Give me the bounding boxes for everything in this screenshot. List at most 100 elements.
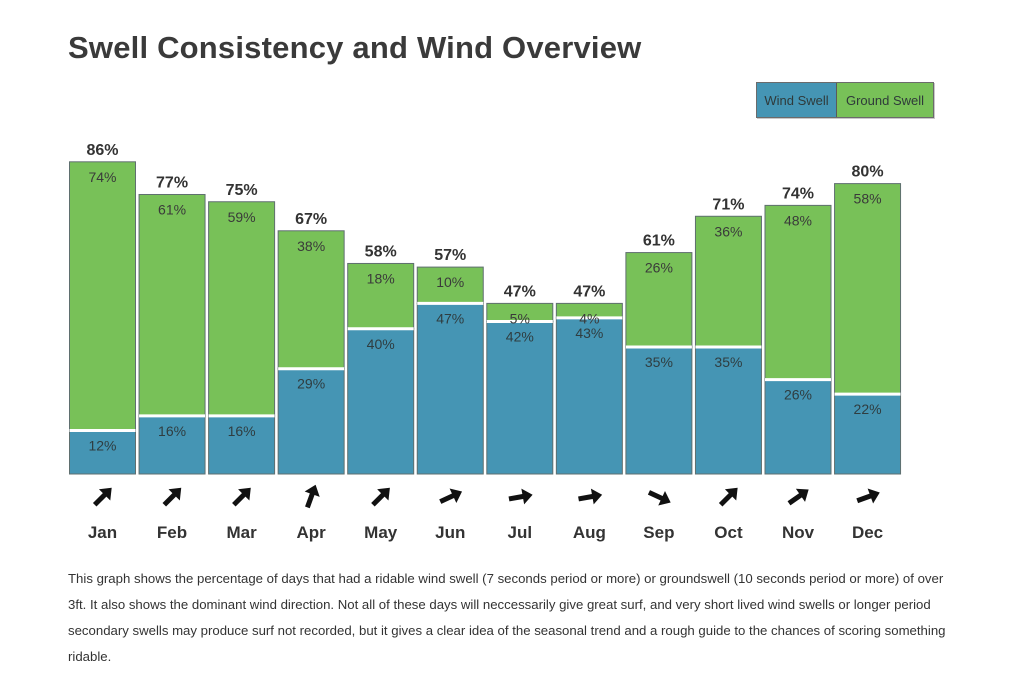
ground-swell-label: 26% bbox=[645, 260, 673, 276]
bar-wind-swell bbox=[555, 317, 623, 475]
wind-direction-arrow-icon bbox=[439, 488, 463, 504]
month-label: Sep bbox=[643, 523, 674, 542]
total-label: 71% bbox=[712, 196, 744, 213]
arrow-shape bbox=[371, 487, 390, 507]
bar-wind-swell bbox=[347, 328, 415, 475]
total-label: 61% bbox=[643, 233, 675, 250]
chart-title: Swell Consistency and Wind Overview bbox=[68, 30, 642, 65]
bar-ground-swell bbox=[764, 204, 832, 381]
wind-direction-arrow-icon bbox=[371, 487, 390, 507]
bar-wind-swell bbox=[416, 302, 484, 475]
bar-wind-swell bbox=[138, 415, 206, 475]
wind-direction-arrow-icon bbox=[578, 488, 603, 505]
total-label: 77% bbox=[156, 174, 188, 191]
wind-swell-label: 47% bbox=[436, 310, 464, 326]
arrow-shape bbox=[578, 488, 603, 505]
month-label: Oct bbox=[714, 523, 743, 542]
ground-swell-label: 18% bbox=[367, 270, 395, 286]
bar-wind-swell bbox=[834, 393, 902, 475]
bar-ground-swell bbox=[277, 230, 345, 370]
arrow-shape bbox=[232, 487, 251, 507]
ground-swell-label: 48% bbox=[784, 212, 812, 228]
legend-wind-label: Wind Swell bbox=[764, 92, 829, 108]
wind-swell-label: 42% bbox=[506, 329, 534, 345]
bar-ground-swell bbox=[834, 183, 902, 395]
month-label: Jan bbox=[88, 523, 117, 542]
bar-wind-swell bbox=[208, 415, 276, 475]
wind-swell-label: 35% bbox=[714, 354, 742, 370]
wind-direction-arrow-icon bbox=[162, 487, 182, 507]
month-label: May bbox=[364, 523, 398, 542]
bar-ground-swell bbox=[694, 215, 762, 348]
wind-swell-label: 26% bbox=[784, 387, 812, 403]
total-label: 58% bbox=[365, 243, 397, 260]
ground-swell-label: 36% bbox=[714, 223, 742, 239]
total-label: 80% bbox=[852, 164, 884, 181]
wind-direction-arrow-icon bbox=[304, 484, 320, 509]
ground-swell-label: 59% bbox=[228, 209, 256, 225]
arrow-shape bbox=[304, 484, 320, 509]
month-label: Mar bbox=[226, 523, 257, 542]
legend-ground-label: Ground Swell bbox=[845, 92, 925, 108]
bar-ground-swell bbox=[347, 262, 415, 330]
arrow-shape bbox=[787, 488, 809, 506]
wind-swell-label: 43% bbox=[575, 325, 603, 341]
wind-swell-label: 35% bbox=[645, 354, 673, 370]
wind-swell-label: 12% bbox=[88, 437, 116, 453]
total-label: 75% bbox=[226, 182, 258, 199]
ground-swell-label: 58% bbox=[854, 191, 882, 207]
total-label: 57% bbox=[434, 247, 466, 264]
legend-ground-swell: Ground Swell bbox=[837, 83, 933, 117]
total-label: 47% bbox=[504, 283, 536, 300]
ground-swell-label: 61% bbox=[158, 201, 186, 217]
month-label: Feb bbox=[157, 523, 187, 542]
legend: Wind Swell Ground Swell bbox=[756, 82, 934, 118]
arrow-shape bbox=[718, 487, 738, 507]
wind-direction-arrow-icon bbox=[787, 488, 809, 506]
bar-ground-swell bbox=[138, 193, 206, 417]
month-label: Aug bbox=[573, 523, 606, 542]
month-label: Jun bbox=[435, 523, 465, 542]
wind-swell-label: 40% bbox=[367, 336, 395, 352]
ground-swell-label: 10% bbox=[436, 274, 464, 290]
arrow-shape bbox=[508, 488, 533, 505]
bar-wind-swell bbox=[694, 346, 762, 475]
wind-swell-label: 29% bbox=[297, 376, 325, 392]
total-label: 86% bbox=[86, 142, 118, 159]
wind-direction-arrow-icon bbox=[232, 487, 251, 507]
total-label: 47% bbox=[573, 283, 605, 300]
total-label: 67% bbox=[295, 211, 327, 228]
wind-direction-arrow-icon bbox=[718, 487, 738, 507]
ground-swell-label: 74% bbox=[88, 169, 116, 185]
wind-swell-label: 16% bbox=[228, 423, 256, 439]
arrow-shape bbox=[162, 487, 182, 507]
stacked-bar-chart: 74% 12% 86% Jan 61% 16% 77% Feb 59% 16% 75% Mar 38% 2… bbox=[69, 142, 902, 542]
arrow-shape bbox=[856, 488, 880, 504]
wind-swell-label: 16% bbox=[158, 423, 186, 439]
bar-wind-swell bbox=[486, 321, 554, 475]
chart-description: This graph shows the percentage of days … bbox=[68, 571, 946, 664]
arrow-shape bbox=[92, 487, 112, 507]
ground-swell-label: 4% bbox=[579, 310, 599, 326]
arrow-shape bbox=[647, 490, 671, 506]
wind-direction-arrow-icon bbox=[647, 490, 671, 506]
ground-swell-label: 5% bbox=[510, 310, 530, 326]
bar-ground-swell bbox=[69, 161, 136, 431]
month-label: Jul bbox=[508, 523, 533, 542]
wind-swell-label: 22% bbox=[854, 401, 882, 417]
legend-wind-swell: Wind Swell bbox=[757, 83, 837, 117]
month-label: Dec bbox=[852, 523, 883, 542]
bar-wind-swell bbox=[69, 429, 136, 475]
wind-direction-arrow-icon bbox=[856, 488, 880, 504]
bar-ground-swell bbox=[625, 252, 693, 348]
month-label: Nov bbox=[782, 523, 815, 542]
wind-direction-arrow-icon bbox=[92, 487, 112, 507]
bar-ground-swell bbox=[208, 201, 276, 417]
arrow-shape bbox=[439, 488, 463, 504]
ground-swell-label: 38% bbox=[297, 238, 325, 254]
total-label: 74% bbox=[782, 185, 814, 202]
bar-wind-swell bbox=[277, 368, 345, 475]
month-label: Apr bbox=[297, 523, 327, 542]
wind-direction-arrow-icon bbox=[508, 488, 533, 505]
bar-ground-swell bbox=[416, 266, 484, 304]
